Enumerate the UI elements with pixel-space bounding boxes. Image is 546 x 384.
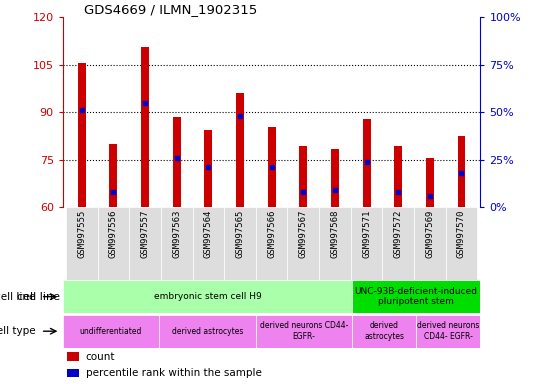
Text: derived
astrocytes: derived astrocytes — [364, 321, 404, 341]
Bar — [63, 280, 352, 313]
Text: UNC-93B-deficient-induced
pluripotent stem: UNC-93B-deficient-induced pluripotent st… — [355, 287, 478, 306]
Bar — [319, 207, 351, 280]
Text: GSM997564: GSM997564 — [204, 210, 213, 258]
Bar — [129, 207, 161, 280]
Bar — [173, 117, 181, 207]
Bar — [67, 353, 80, 361]
Bar — [352, 315, 416, 348]
Point — [78, 108, 86, 114]
Text: embryonic stem cell H9: embryonic stem cell H9 — [153, 292, 261, 301]
Bar — [352, 280, 480, 313]
Bar — [351, 207, 382, 280]
Text: count: count — [86, 352, 115, 362]
Bar — [416, 315, 480, 348]
Bar — [299, 146, 307, 207]
Bar — [204, 130, 212, 207]
Bar — [193, 207, 224, 280]
Bar — [256, 207, 287, 280]
Bar — [426, 158, 434, 207]
Text: GSM997565: GSM997565 — [235, 210, 245, 258]
Text: percentile rank within the sample: percentile rank within the sample — [86, 368, 262, 378]
Point — [299, 189, 307, 195]
Text: GSM997566: GSM997566 — [267, 210, 276, 258]
Point — [204, 164, 213, 170]
Text: GSM997563: GSM997563 — [172, 210, 181, 258]
Text: GSM997571: GSM997571 — [362, 210, 371, 258]
Text: derived neurons CD44-
EGFR-: derived neurons CD44- EGFR- — [259, 321, 348, 341]
Bar — [236, 93, 244, 207]
Bar — [159, 315, 256, 348]
Bar — [109, 144, 117, 207]
Bar — [224, 207, 256, 280]
Point — [268, 164, 276, 170]
Text: GSM997572: GSM997572 — [394, 210, 403, 258]
Point — [109, 189, 118, 195]
Point — [141, 100, 150, 106]
Bar — [414, 207, 446, 280]
Text: GSM997555: GSM997555 — [78, 210, 86, 258]
Bar — [66, 207, 98, 280]
Bar — [67, 369, 80, 377]
Bar — [287, 207, 319, 280]
Bar — [268, 127, 276, 207]
Bar — [141, 47, 149, 207]
Text: GSM997556: GSM997556 — [109, 210, 118, 258]
Point — [236, 113, 245, 119]
Bar — [394, 146, 402, 207]
Bar — [382, 207, 414, 280]
Text: undifferentiated: undifferentiated — [80, 327, 142, 336]
Point — [330, 187, 339, 193]
Text: GSM997557: GSM997557 — [140, 210, 150, 258]
Bar — [256, 315, 352, 348]
Bar — [331, 149, 339, 207]
Point — [425, 193, 434, 199]
Bar — [63, 315, 159, 348]
Text: derived neurons
CD44- EGFR-: derived neurons CD44- EGFR- — [417, 321, 479, 341]
Bar — [98, 207, 129, 280]
Point — [173, 155, 181, 161]
Text: GSM997569: GSM997569 — [425, 210, 435, 258]
Text: cell type: cell type — [0, 326, 36, 336]
Text: GDS4669 / ILMN_1902315: GDS4669 / ILMN_1902315 — [84, 3, 257, 16]
Bar — [458, 136, 465, 207]
Text: GSM997570: GSM997570 — [457, 210, 466, 258]
Bar — [446, 207, 477, 280]
Text: derived astrocytes: derived astrocytes — [171, 327, 243, 336]
Text: cell line: cell line — [0, 291, 36, 302]
Point — [394, 189, 402, 195]
Bar — [78, 63, 86, 207]
Point — [457, 170, 466, 176]
Point — [362, 159, 371, 165]
Text: GSM997568: GSM997568 — [330, 210, 340, 258]
Text: GSM997567: GSM997567 — [299, 210, 308, 258]
Text: cell line: cell line — [17, 291, 60, 302]
Bar — [363, 119, 371, 207]
Bar — [161, 207, 193, 280]
